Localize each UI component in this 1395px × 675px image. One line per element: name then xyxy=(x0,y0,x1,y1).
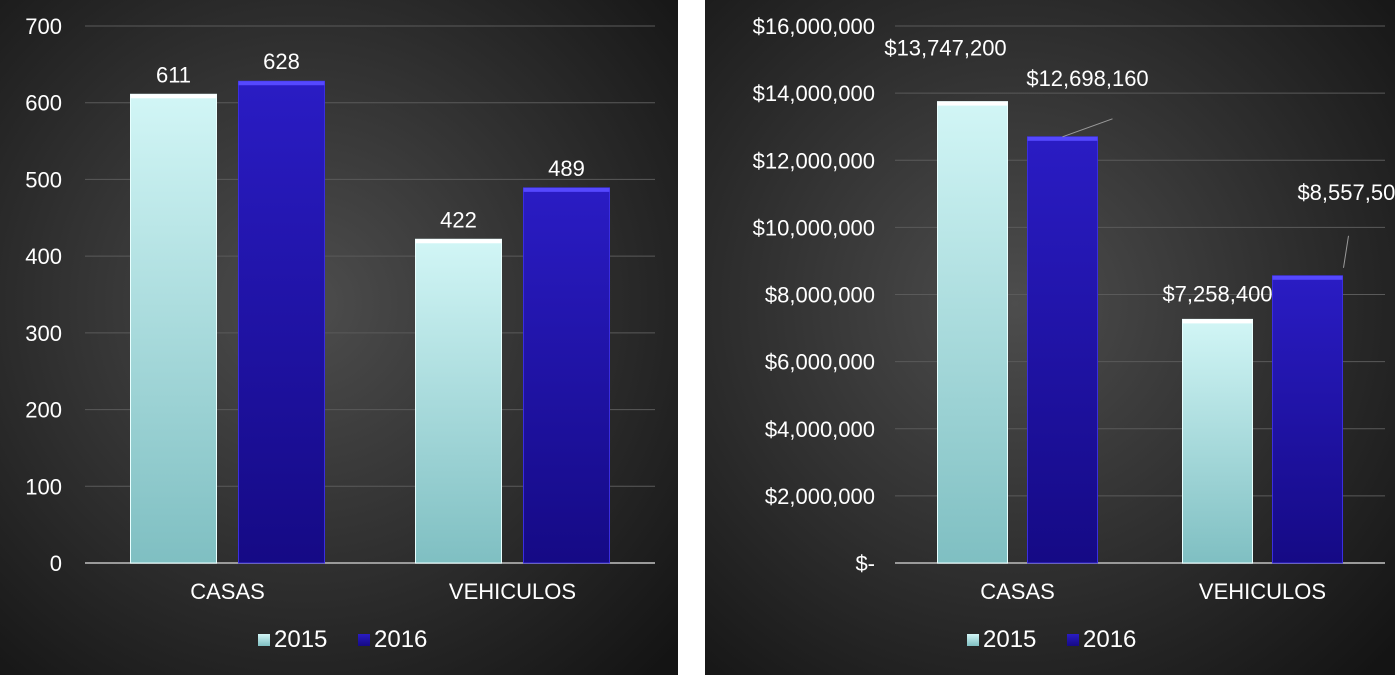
legend-swatch-2016 xyxy=(358,634,370,646)
y-tick-label: $4,000,000 xyxy=(765,417,875,442)
bar-top-highlight xyxy=(415,239,502,244)
y-tick-label: 700 xyxy=(25,14,62,39)
bar-vehiculos-2016 xyxy=(1272,275,1343,564)
y-tick-label: $2,000,000 xyxy=(765,484,875,509)
bar-top-highlight xyxy=(937,101,1008,106)
category-label: CASAS xyxy=(980,579,1055,604)
bar-casas-2015 xyxy=(937,101,1008,564)
bar-top-highlight xyxy=(130,94,217,99)
bar-vehiculos-2015 xyxy=(415,238,502,564)
y-tick-label: 500 xyxy=(25,167,62,192)
y-tick-label: $12,000,000 xyxy=(753,148,875,173)
legend-swatch-2016 xyxy=(1067,634,1079,646)
y-tick-label: $- xyxy=(855,551,875,576)
y-tick-label: 300 xyxy=(25,321,62,346)
data-label: 628 xyxy=(263,49,300,74)
bar-top-highlight xyxy=(1027,136,1098,141)
legend-label-2015: 2015 xyxy=(983,626,1036,653)
data-label: $8,557,500 xyxy=(1297,180,1395,205)
category-label: VEHICULOS xyxy=(449,579,576,604)
bar-casas-2015 xyxy=(130,93,217,564)
y-tick-label: 200 xyxy=(25,398,62,423)
data-label: $13,747,200 xyxy=(884,36,1006,61)
bar-chart-counts: 0 100 200 300 400 500 600 700 611 628 CASAS 422 489 V… xyxy=(0,0,678,675)
y-tick-label: 600 xyxy=(25,91,62,116)
chart-panel-counts: 0 100 200 300 400 500 600 700 611 628 CASAS 422 489 V… xyxy=(0,0,678,675)
y-tick-label: $10,000,000 xyxy=(753,215,875,240)
legend-swatch-2015 xyxy=(258,634,270,646)
y-tick-label: $6,000,000 xyxy=(765,350,875,375)
bar-casas-2016 xyxy=(238,80,325,564)
bar-top-highlight xyxy=(1182,319,1253,324)
category-label: CASAS xyxy=(190,579,265,604)
legend-label-2015: 2015 xyxy=(274,626,327,653)
y-tick-label: $16,000,000 xyxy=(753,14,875,39)
data-label: $7,258,400 xyxy=(1162,281,1272,306)
bar-top-highlight xyxy=(1272,275,1343,280)
y-tick-label: $14,000,000 xyxy=(753,81,875,106)
y-tick-label: 100 xyxy=(25,474,62,499)
y-tick-label: $8,000,000 xyxy=(765,283,875,308)
y-tick-label: 400 xyxy=(25,244,62,269)
legend-label-2016: 2016 xyxy=(1083,626,1136,653)
bar-casas-2016 xyxy=(1027,136,1098,564)
chart-panel-amounts: $- $2,000,000 $4,000,000 $6,000,000 $8,000,0… xyxy=(705,0,1395,675)
legend-swatch-2015 xyxy=(967,634,979,646)
bar-top-highlight xyxy=(238,81,325,86)
bar-vehiculos-2015 xyxy=(1182,318,1253,564)
leader-line xyxy=(1343,235,1349,268)
data-label: $12,698,160 xyxy=(1026,66,1148,91)
data-label: 611 xyxy=(156,62,191,87)
data-label: 422 xyxy=(440,207,477,232)
bar-top-highlight xyxy=(523,187,610,192)
legend-label-2016: 2016 xyxy=(374,626,427,653)
bar-chart-amounts: $- $2,000,000 $4,000,000 $6,000,000 $8,000,0… xyxy=(705,0,1395,675)
data-label: 489 xyxy=(548,156,585,181)
category-label: VEHICULOS xyxy=(1199,579,1326,604)
y-tick-label: 0 xyxy=(50,551,62,576)
bar-vehiculos-2016 xyxy=(523,187,610,564)
leader-line xyxy=(1062,118,1113,138)
